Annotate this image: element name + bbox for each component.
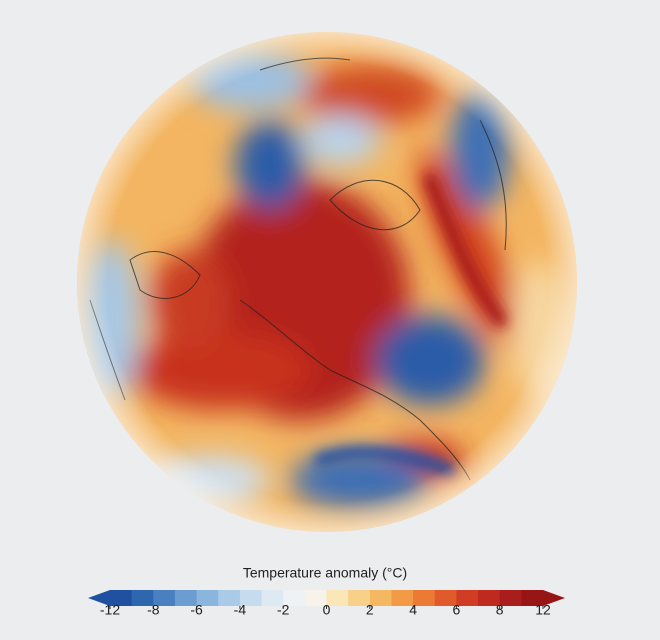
colorbar-segment: [174, 590, 198, 606]
colorbar-extend-low: [88, 590, 110, 606]
colorbar-segment: [326, 590, 349, 606]
colorbar: -12 -8 -6 -4 -2 0 2 4 6 8 12: [88, 590, 565, 618]
colorbar-tick-label: -2: [277, 602, 290, 618]
colorbar-segment: [283, 590, 306, 606]
colorbar-tick-label: 8: [496, 602, 504, 618]
colorbar-segment: [261, 590, 284, 606]
colorbar-extend-high: [543, 590, 565, 606]
colorbar-tick-label: 12: [535, 602, 551, 618]
colorbar-segment: [304, 590, 327, 606]
colorbar-segment: [239, 590, 263, 606]
colorbar-label: Temperature anomaly (°C): [243, 565, 407, 581]
colorbar-segment: [413, 590, 436, 606]
colorbar-segment: [499, 590, 522, 606]
colorbar-segment: [478, 590, 501, 606]
colorbar-tick-label: -4: [234, 602, 247, 618]
colorbar-segment: [348, 590, 371, 606]
globe: [77, 32, 577, 532]
colorbar-segment: [110, 590, 133, 606]
colorbar-segment: [218, 590, 241, 606]
colorbar-tick-label: -12: [100, 602, 120, 618]
colorbar-segment: [391, 590, 414, 606]
colorbar-segment: [153, 590, 176, 606]
colorbar-tick-label: -8: [147, 602, 160, 618]
colorbar-tick-label: 2: [366, 602, 374, 618]
colorbar-segment: [369, 590, 392, 606]
colorbar-segment: [456, 590, 479, 606]
colorbar-tick-label: -6: [190, 602, 203, 618]
colorbar-tick-label: 4: [409, 602, 417, 618]
colorbar-segment: [521, 590, 544, 606]
colorbar-segment: [196, 590, 219, 606]
colorbar-tick-label: 0: [323, 602, 331, 618]
colorbar-segment: [434, 590, 457, 606]
colorbar-tick-label: 6: [453, 602, 461, 618]
colorbar-segment: [131, 590, 154, 606]
